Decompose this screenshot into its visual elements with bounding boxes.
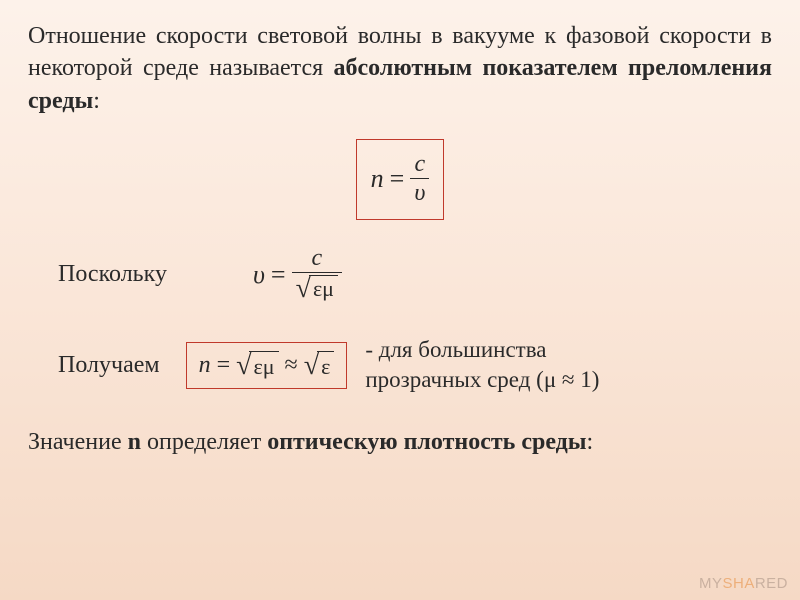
- formula-1: n = c υ: [371, 150, 430, 207]
- f2-num: c: [307, 244, 326, 272]
- intro-paragraph: Отношение скорости световой волны в ваку…: [28, 20, 772, 117]
- f2-den: √ εμ: [292, 273, 342, 305]
- bottom-paragraph: Значение n определяет оптическую плотнос…: [28, 429, 772, 456]
- f1-lhs: n: [371, 164, 384, 194]
- formula-3-box: n = √ εμ ≈ √ ε: [186, 342, 348, 389]
- f3-sqrt2: √ ε: [304, 351, 335, 380]
- formula-3-row: Получаем n = √ εμ ≈ √ ε - для большинств…: [28, 335, 772, 395]
- bottom-1: Значение: [28, 429, 128, 455]
- wm-prefix: MY: [699, 575, 723, 592]
- f3-lhs: n: [199, 352, 211, 379]
- since-label: Поскольку: [58, 261, 167, 288]
- f2-eq: =: [271, 260, 286, 290]
- f3-eq: =: [217, 352, 231, 379]
- f3-sqrt1: √ εμ: [236, 351, 278, 380]
- watermark: MYSHARED: [699, 575, 788, 592]
- f1-num: c: [411, 150, 430, 178]
- note-line-1: - для большинства: [365, 335, 599, 365]
- f2-frac: c √ εμ: [292, 244, 342, 305]
- bottom-bold: оптическую плотность среды: [267, 429, 586, 455]
- formula-2: υ = c √ εμ: [253, 244, 342, 305]
- intro-text-2: :: [93, 88, 100, 114]
- bottom-2: определяет: [141, 429, 267, 455]
- f2-lhs: υ: [253, 260, 265, 290]
- slide: Отношение скорости световой волны в ваку…: [0, 0, 800, 600]
- f3-approx: ≈: [285, 352, 298, 379]
- f2-radicand: εμ: [309, 275, 338, 303]
- formula-3: n = √ εμ ≈ √ ε: [199, 351, 335, 380]
- f1-den: υ: [410, 179, 429, 207]
- f3-rad1: εμ: [249, 351, 278, 380]
- wm-accent: SHA: [722, 575, 754, 592]
- note: - для большинства прозрачных сред (μ ≈ 1…: [365, 335, 599, 395]
- derive-label: Получаем: [58, 352, 160, 379]
- bottom-3: :: [587, 429, 594, 455]
- f1-frac: c υ: [410, 150, 429, 207]
- formula-1-row: n = c υ: [28, 139, 772, 220]
- formula-2-row: Поскольку υ = c √ εμ: [28, 244, 772, 305]
- formula-1-box: n = c υ: [356, 139, 445, 220]
- bottom-n: n: [128, 429, 141, 455]
- f1-eq: =: [390, 164, 405, 194]
- f3-rad2: ε: [317, 351, 334, 380]
- f2-sqrt: √ εμ: [296, 275, 338, 303]
- note-line-2: прозрачных сред (μ ≈ 1): [365, 365, 599, 395]
- wm-suffix: RED: [755, 575, 788, 592]
